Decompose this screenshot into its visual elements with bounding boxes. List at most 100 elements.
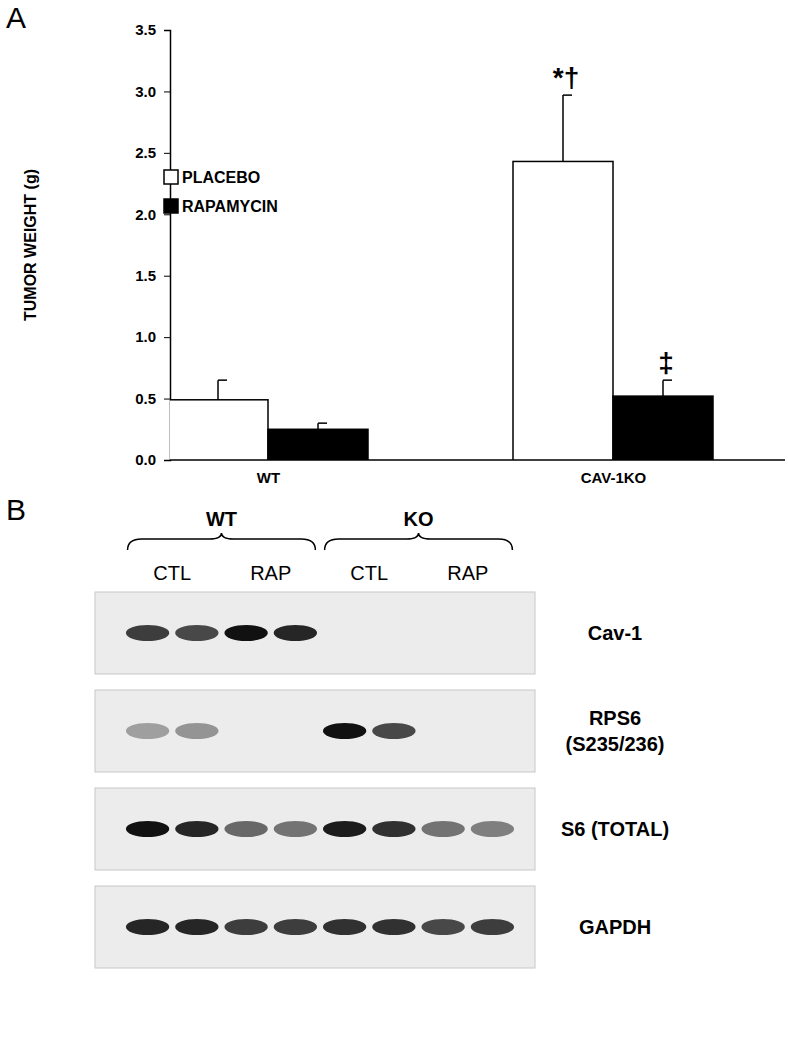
y-tick-label: 2.5 <box>135 144 156 161</box>
legend-item: PLACEBO <box>164 169 260 186</box>
y-tick-label: 0.0 <box>135 451 156 468</box>
band <box>323 723 366 739</box>
band <box>126 723 169 739</box>
legend-swatch <box>164 199 178 213</box>
blot-strip <box>95 690 535 772</box>
y-tick-mark <box>164 460 170 461</box>
band <box>421 723 464 739</box>
band <box>274 919 317 935</box>
band <box>323 625 366 641</box>
error-bar <box>663 380 672 396</box>
panel-label: A <box>6 1 26 34</box>
band <box>421 919 464 935</box>
error-bar-cap <box>318 422 327 424</box>
error-bar-stem <box>662 380 664 396</box>
y-tick-label: 1.0 <box>135 328 156 345</box>
y-tick-label: 0.5 <box>135 390 156 407</box>
band <box>126 821 169 837</box>
band <box>323 919 366 935</box>
row-label: GAPDH <box>579 916 651 938</box>
y-tick: 2.5 <box>135 144 170 161</box>
group-label: KO <box>404 508 434 530</box>
band <box>274 625 317 641</box>
band <box>224 919 267 935</box>
band <box>323 821 366 837</box>
y-tick-mark <box>164 214 170 215</box>
band <box>175 919 218 935</box>
blot-strip <box>95 886 535 968</box>
lane-label: CTL <box>153 562 191 584</box>
band <box>175 821 218 837</box>
x-axis: WT CAV-1KO <box>170 460 785 486</box>
lane-label: CTL <box>350 562 388 584</box>
annotations: *† ‡ <box>553 62 674 378</box>
legend-item: RAPAMYCIN <box>164 198 278 215</box>
lane-label: RAP <box>447 562 488 584</box>
y-tick-label: 1.5 <box>135 267 156 284</box>
error-bar <box>218 380 227 400</box>
band <box>175 625 218 641</box>
blot-frame <box>95 592 535 674</box>
y-tick: 1.0 <box>135 328 170 345</box>
blot-frame <box>95 690 535 772</box>
band <box>372 723 415 739</box>
x-tick-label: CAV-1KO <box>581 469 647 486</box>
y-tick: 1.5 <box>135 267 170 284</box>
row-label: (S235/236) <box>566 733 665 755</box>
figure: A0.00.51.01.52.02.53.03.5TUMOR WEIGHT (g… <box>0 0 788 1045</box>
group-brace <box>325 533 513 550</box>
y-axis: 0.0 0.5 1.0 1.5 2.0 2.5 3.0 3.5 <box>135 21 170 468</box>
blot-frame <box>95 886 535 968</box>
band <box>471 821 514 837</box>
band <box>224 821 267 837</box>
error-bar-stem <box>562 95 564 161</box>
significance-mark: ‡ <box>658 347 674 378</box>
x-tick-label: WT <box>257 469 280 486</box>
error-bar-stem <box>317 423 319 429</box>
blot-strip <box>95 592 535 674</box>
panel-label: B <box>6 493 26 526</box>
legend: PLACEBO RAPAMYCIN <box>164 169 278 215</box>
x-tick: WT <box>257 460 280 486</box>
plot-area <box>170 95 713 460</box>
lane-label: RAP <box>250 562 291 584</box>
row-label: RPS6 <box>589 707 641 729</box>
legend-label: PLACEBO <box>182 169 260 186</box>
bar <box>268 429 368 460</box>
row-label: Cav-1 <box>588 622 642 644</box>
error-bar <box>318 423 327 429</box>
bar <box>613 396 713 460</box>
error-bar-cap <box>563 94 572 96</box>
y-tick: 3.5 <box>135 21 170 38</box>
x-tick: CAV-1KO <box>581 460 647 486</box>
error-bar <box>563 95 572 161</box>
band <box>126 625 169 641</box>
y-tick-mark <box>164 276 170 277</box>
bar <box>513 161 613 460</box>
y-tick: 0.5 <box>135 390 170 407</box>
significance-mark: *† <box>553 62 579 93</box>
error-bar-cap <box>218 379 227 381</box>
group-brace <box>128 533 316 550</box>
y-axis-line <box>164 31 171 461</box>
error-bar-stem <box>217 380 219 400</box>
bar <box>170 400 268 460</box>
legend-swatch <box>164 170 178 184</box>
band <box>274 723 317 739</box>
legend-label: RAPAMYCIN <box>182 198 278 215</box>
band <box>372 919 415 935</box>
y-tick-label: 2.0 <box>135 206 156 223</box>
y-tick: 3.0 <box>135 83 170 100</box>
y-tick-mark <box>164 91 170 92</box>
band <box>126 919 169 935</box>
band <box>274 821 317 837</box>
band <box>471 723 514 739</box>
band <box>372 821 415 837</box>
band <box>471 625 514 641</box>
y-tick-label: 3.0 <box>135 83 156 100</box>
y-tick-mark <box>164 399 170 400</box>
error-bar-cap <box>663 379 672 381</box>
y-tick-mark <box>164 30 170 31</box>
group-label: WT <box>206 508 237 530</box>
band <box>471 919 514 935</box>
